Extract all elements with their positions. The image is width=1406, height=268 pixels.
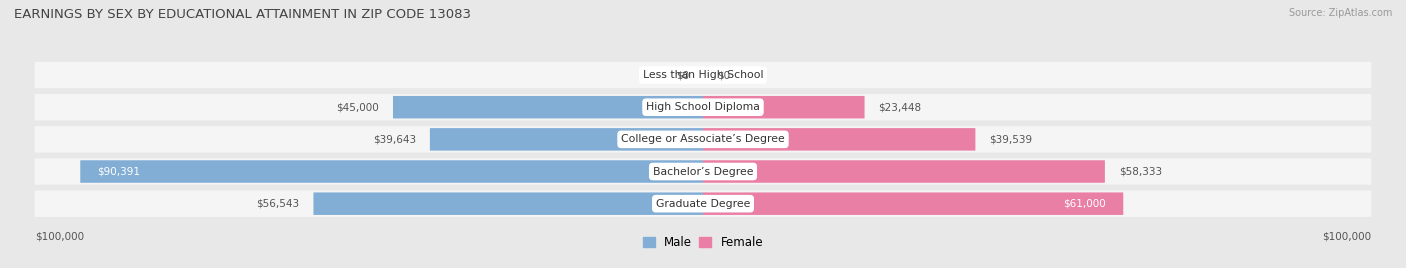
Text: $90,391: $90,391 [97, 166, 141, 177]
Text: Bachelor’s Degree: Bachelor’s Degree [652, 166, 754, 177]
FancyBboxPatch shape [430, 128, 703, 151]
Text: High School Diploma: High School Diploma [647, 102, 759, 112]
FancyBboxPatch shape [392, 96, 703, 118]
Text: $0: $0 [676, 70, 689, 80]
FancyBboxPatch shape [35, 158, 1371, 185]
FancyBboxPatch shape [35, 62, 1371, 88]
FancyBboxPatch shape [703, 160, 1105, 183]
FancyBboxPatch shape [35, 126, 1371, 152]
Text: College or Associate’s Degree: College or Associate’s Degree [621, 134, 785, 144]
Text: $45,000: $45,000 [336, 102, 380, 112]
Text: $23,448: $23,448 [879, 102, 921, 112]
Text: Graduate Degree: Graduate Degree [655, 199, 751, 209]
FancyBboxPatch shape [80, 160, 703, 183]
FancyBboxPatch shape [35, 191, 1371, 217]
FancyBboxPatch shape [703, 128, 976, 151]
FancyBboxPatch shape [703, 192, 1123, 215]
Text: $100,000: $100,000 [1322, 232, 1371, 241]
Text: Source: ZipAtlas.com: Source: ZipAtlas.com [1288, 8, 1392, 18]
Text: $58,333: $58,333 [1119, 166, 1161, 177]
FancyBboxPatch shape [35, 94, 1371, 120]
Legend: Male, Female: Male, Female [643, 236, 763, 249]
Text: $39,643: $39,643 [373, 134, 416, 144]
Text: $61,000: $61,000 [1063, 199, 1107, 209]
Text: $56,543: $56,543 [256, 199, 299, 209]
Text: $0: $0 [717, 70, 730, 80]
Text: EARNINGS BY SEX BY EDUCATIONAL ATTAINMENT IN ZIP CODE 13083: EARNINGS BY SEX BY EDUCATIONAL ATTAINMEN… [14, 8, 471, 21]
FancyBboxPatch shape [703, 96, 865, 118]
Text: Less than High School: Less than High School [643, 70, 763, 80]
FancyBboxPatch shape [314, 192, 703, 215]
Text: $100,000: $100,000 [35, 232, 84, 241]
Text: $39,539: $39,539 [990, 134, 1032, 144]
